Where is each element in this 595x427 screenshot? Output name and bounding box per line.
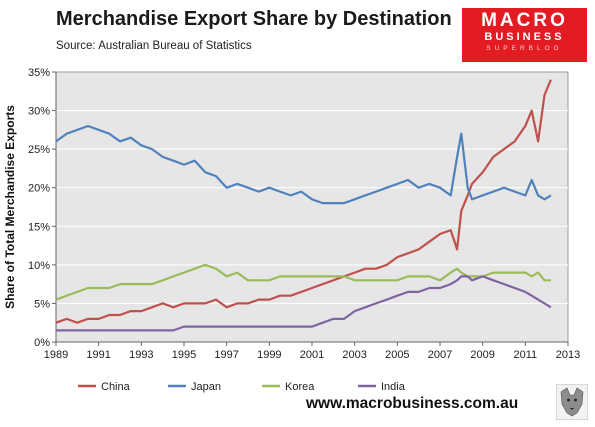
legend-label-japan: Japan <box>191 381 221 393</box>
y-tick-label: 35% <box>28 67 50 79</box>
series-line-india <box>56 275 552 332</box>
series-line-china <box>55 79 552 324</box>
y-tick-label: 25% <box>28 144 50 156</box>
x-tick-label: 2007 <box>428 349 452 361</box>
macrobusiness-logo: MACRO BUSINESS SUPERBLOG <box>462 8 587 62</box>
x-tick-label: 1997 <box>214 349 238 361</box>
y-tick-label: 10% <box>28 260 50 272</box>
x-tick-label: 1989 <box>44 349 68 361</box>
legend-label-china: China <box>101 381 131 393</box>
y-axis-label: Share of Total Merchandise Exports <box>3 105 17 309</box>
website-url[interactable]: www.macrobusiness.com.au <box>306 395 519 412</box>
y-tick-label: 5% <box>34 298 50 310</box>
logo-line-2: BUSINESS <box>484 31 565 43</box>
series-line-korea <box>55 263 551 301</box>
x-tick-label: 1999 <box>257 349 281 361</box>
y-tick-label: 0% <box>34 337 50 349</box>
logo-line-3: SUPERBLOG <box>486 45 563 52</box>
wolf-icon <box>556 384 588 420</box>
y-tick-label: 30% <box>28 106 50 118</box>
x-tick-label: 2011 <box>514 349 538 361</box>
x-tick-label: 2005 <box>385 349 409 361</box>
x-tick-label: 2001 <box>300 349 324 361</box>
x-tick-label: 1991 <box>86 349 110 361</box>
x-tick-label: 2013 <box>556 349 580 361</box>
x-tick-label: 1995 <box>172 349 196 361</box>
chart-source: Source: Australian Bureau of Statistics <box>56 40 252 52</box>
series-line-japan <box>55 124 552 205</box>
y-tick-label: 20% <box>28 183 50 195</box>
x-tick-label: 1993 <box>129 349 153 361</box>
legend-label-india: India <box>381 381 406 393</box>
x-tick-label: 2009 <box>470 349 494 361</box>
x-tick-label: 2003 <box>342 349 366 361</box>
chart-title: Merchandise Export Share by Destination <box>56 8 452 30</box>
y-tick-label: 15% <box>28 221 50 233</box>
plot-area <box>55 71 569 343</box>
legend-label-korea: Korea <box>285 381 315 393</box>
logo-line-1: MACRO <box>481 10 568 31</box>
